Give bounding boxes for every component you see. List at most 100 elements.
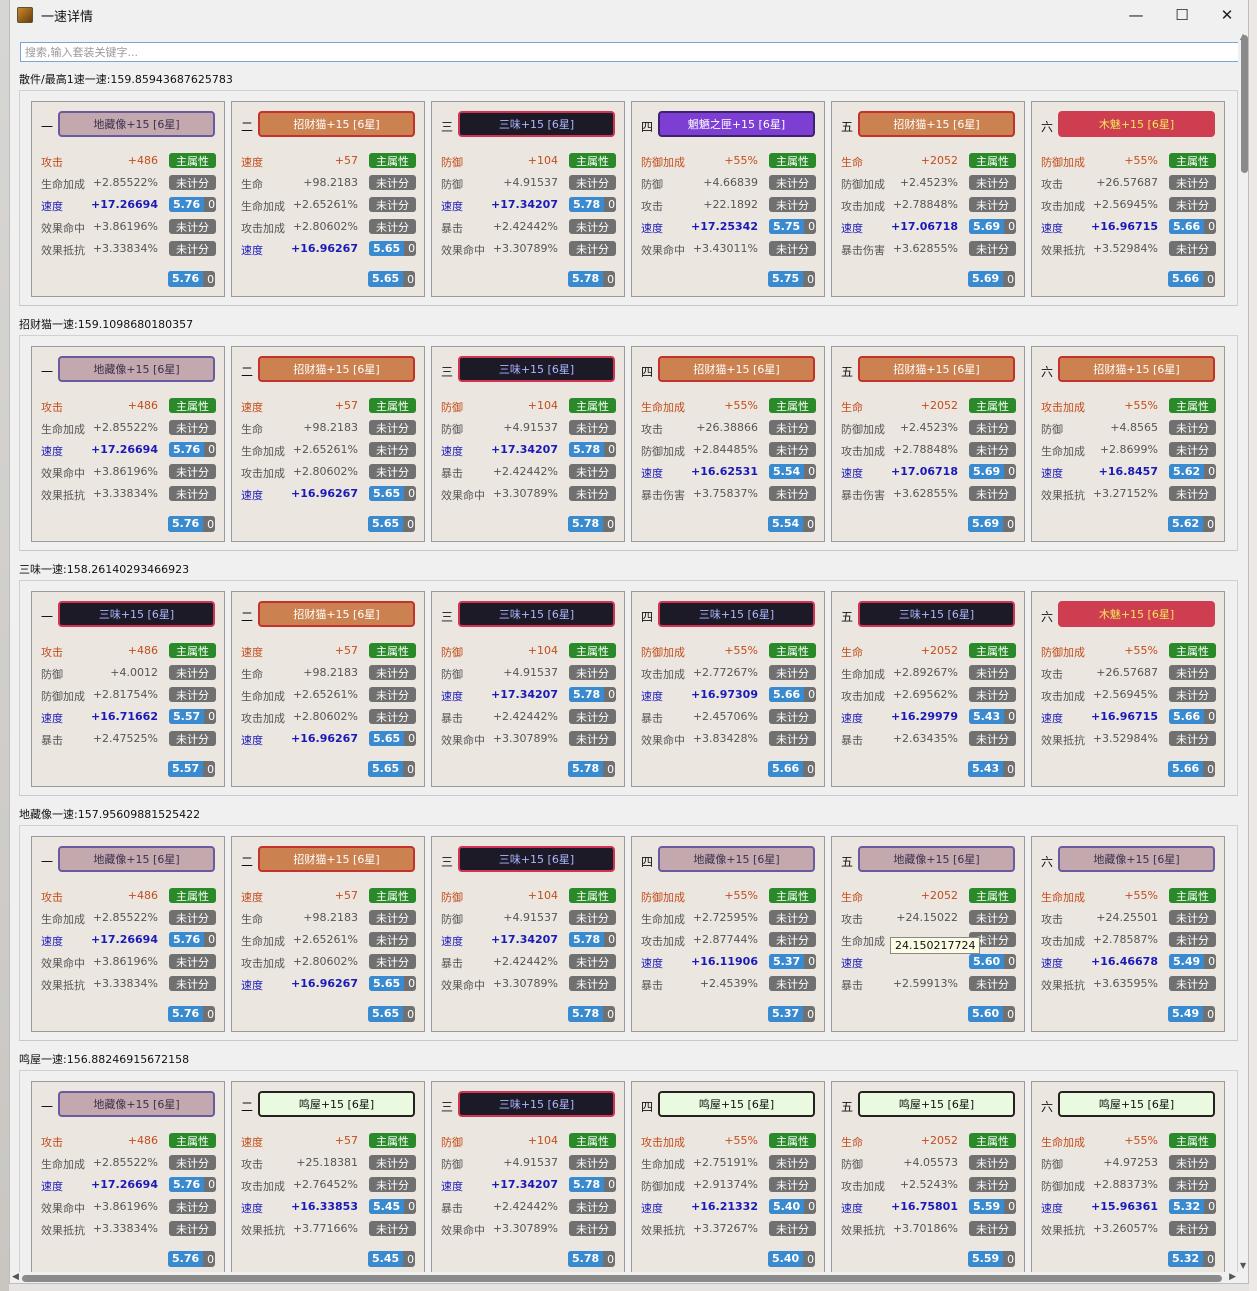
stat-value: +3.83428%: [692, 732, 758, 745]
soul-card[interactable]: 二招财猫+15 [6星] 速度 +57 主属性 生命 +98.2183 未计分 生命加成 +2.…: [231, 101, 425, 297]
unscored-tag: 未计分: [1169, 976, 1216, 991]
zero-count: 0: [208, 933, 216, 946]
soul-card[interactable]: 六地藏像+15 [6星] 生命加成 +55% 主属性 攻击 +24.25501 未计分 攻击加…: [1031, 836, 1225, 1032]
vertical-scrollbar[interactable]: ▲ ▼: [1238, 30, 1248, 1272]
card-total-score: 5.59 0: [968, 1251, 1015, 1267]
soul-card[interactable]: 五地藏像+15 [6星] 生命 +2052 主属性 攻击 +24.15022 未计分 生命加成…: [831, 836, 1025, 1032]
unscored-tag: 未计分: [969, 932, 1016, 947]
unscored-tag: 未计分: [369, 1221, 416, 1236]
minimize-button[interactable]: —: [1128, 6, 1144, 24]
soul-card[interactable]: 六鸣屋+15 [6星] 生命加成 +55% 主属性 防御 +4.97253 未计分 防御加成 +…: [1031, 1081, 1225, 1272]
set-badge: 招财猫+15 [6星]: [658, 356, 815, 382]
soul-card[interactable]: 六招财猫+15 [6星] 攻击加成 +55% 主属性 防御 +4.8565 未计分 生命加成 +…: [1031, 346, 1225, 542]
zero-count: 0: [1207, 517, 1215, 531]
soul-card[interactable]: 一地藏像+15 [6星] 攻击 +486 主属性 生命加成 +2.85522% 未计分 速度 +…: [31, 101, 225, 297]
soul-card[interactable]: 三三味+15 [6星] 防御 +104 主属性 防御 +4.91537 未计分 速度 +17.3…: [431, 1081, 625, 1272]
vertical-scroll-thumb[interactable]: [1241, 35, 1248, 173]
stat-name: 生命加成: [641, 401, 685, 414]
stat-row: 效果命中 +3.30789% 未计分: [441, 241, 616, 257]
unscored-tag: 未计分: [969, 442, 1016, 457]
speed-score: 5.76: [169, 1177, 205, 1192]
stat-name: 暴击: [41, 734, 63, 747]
soul-card[interactable]: 六木魅+15 [6星] 防御加成 +55% 主属性 攻击 +26.57687 未计分 攻击加成…: [1031, 101, 1225, 297]
stat-value: +104: [527, 154, 558, 167]
stat-row: 暴击 +2.42442% 未计分: [441, 1199, 616, 1215]
soul-card[interactable]: 五招财猫+15 [6星] 生命 +2052 主属性 防御加成 +2.4523% 未计分 攻击加…: [831, 101, 1025, 297]
soul-card[interactable]: 五鸣屋+15 [6星] 生命 +2052 主属性 防御 +4.05573 未计分 攻击加成 +2…: [831, 1081, 1025, 1272]
soul-card[interactable]: 六木魅+15 [6星] 防御加成 +55% 主属性 攻击 +26.57687 未计分 攻击加成…: [1031, 591, 1225, 787]
soul-card[interactable]: 二招财猫+15 [6星] 速度 +57 主属性 生命 +98.2183 未计分 生命加成 +2.…: [231, 836, 425, 1032]
stat-name: 暴击: [441, 957, 463, 970]
main-stat-tag: 主属性: [769, 153, 816, 168]
horizontal-scroll-thumb[interactable]: [22, 1275, 1222, 1282]
zero-count: 0: [807, 517, 815, 531]
stat-row: 防御加成 +55% 主属性: [641, 888, 816, 904]
search-input[interactable]: [20, 42, 1240, 62]
speed-score-tag: 5.76 0: [169, 932, 216, 947]
maximize-button[interactable]: ☐: [1175, 6, 1189, 24]
unscored-tag: 未计分: [169, 665, 216, 680]
main-stat-tag: 主属性: [1169, 1133, 1216, 1148]
stat-value: +55%: [724, 1134, 758, 1147]
soul-card[interactable]: 三三味+15 [6星] 防御 +104 主属性 防御 +4.91537 未计分 速度 +17.3…: [431, 836, 625, 1032]
unscored-tag: 未计分: [969, 731, 1016, 746]
stat-row: 攻击加成 +2.80602% 未计分: [241, 709, 416, 725]
stat-value: +16.71662: [91, 710, 158, 723]
set-badge: 地藏像+15 [6星]: [858, 846, 1015, 872]
soul-card[interactable]: 四地藏像+15 [6星] 防御加成 +55% 主属性 生命加成 +2.72595% 未计分攻…: [631, 836, 825, 1032]
unscored-tag: 未计分: [569, 731, 616, 746]
stat-value: +22.1892: [703, 198, 758, 211]
main-stat-tag: 主属性: [769, 1133, 816, 1148]
soul-card[interactable]: 一地藏像+15 [6星] 攻击 +486 主属性 生命加成 +2.85522% 未计分 速度 +…: [31, 836, 225, 1032]
section-box: 一三味+15 [6星] 攻击 +486 主属性 防御 +4.0012 未计分 防御加成 +2.8…: [19, 580, 1238, 796]
stat-row: 速度 +16.21332 5.40 0: [641, 1199, 816, 1215]
card-total-score: 5.32 0: [1168, 1251, 1215, 1267]
speed-score: 5.37: [769, 954, 805, 969]
title-bar[interactable]: 一速详情 — ☐ ✕: [10, 0, 1248, 30]
soul-card[interactable]: 四三味+15 [6星] 防御加成 +55% 主属性 攻击加成 +2.77267% 未计分 速度…: [631, 591, 825, 787]
speed-score-tag: 5.45 0: [369, 1199, 416, 1214]
set-badge: 三味+15 [6星]: [458, 601, 615, 627]
stat-row: 生命加成 +2.85522% 未计分: [41, 175, 216, 191]
slot-number: 六: [1041, 365, 1054, 379]
soul-card[interactable]: 一地藏像+15 [6星] 攻击 +486 主属性 生命加成 +2.85522% 未计分 速度 +…: [31, 346, 225, 542]
soul-card[interactable]: 五三味+15 [6星] 生命 +2052 主属性 生命加成 +2.89267% 未计分 攻击加…: [831, 591, 1025, 787]
soul-card[interactable]: 四招财猫+15 [6星] 生命加成 +55% 主属性 攻击 +26.38866 未计分 防御加…: [631, 346, 825, 542]
stat-row: 速度 +15.96361 5.32 0: [1041, 1199, 1216, 1215]
horizontal-scrollbar[interactable]: ◀ ▶: [10, 1272, 1238, 1283]
stat-value: +104: [527, 889, 558, 902]
stat-row: 速度 +17.26694 5.76 0: [41, 1177, 216, 1193]
speed-score: 5.78: [569, 1177, 605, 1192]
stat-name: 暴击: [641, 979, 663, 992]
soul-card[interactable]: 二招财猫+15 [6星] 速度 +57 主属性 生命 +98.2183 未计分 生命加成 +2.…: [231, 591, 425, 787]
soul-card[interactable]: 三三味+15 [6星] 防御 +104 主属性 防御 +4.91537 未计分 速度 +17.3…: [431, 346, 625, 542]
soul-card[interactable]: 一三味+15 [6星] 攻击 +486 主属性 防御 +4.0012 未计分 防御加成 +2.8…: [31, 591, 225, 787]
scroll-down-icon[interactable]: ▼: [1240, 1261, 1247, 1270]
stat-value: +2.4523%: [899, 421, 958, 434]
zero-count: 0: [1208, 955, 1216, 968]
scroll-left-icon[interactable]: ◀: [12, 1272, 19, 1282]
slot-number: 二: [241, 610, 254, 624]
close-button[interactable]: ✕: [1220, 6, 1234, 24]
card-total-score: 5.60 0: [968, 1006, 1015, 1022]
stat-row: 攻击加成 +2.78848% 未计分: [841, 442, 1016, 458]
stat-row: 生命 +98.2183 未计分: [241, 665, 416, 681]
soul-card[interactable]: 四魍魉之匣+15 [6星] 防御加成 +55% 主属性 防御 +4.66839 未计分 攻击 +…: [631, 101, 825, 297]
soul-card[interactable]: 五招财猫+15 [6星] 生命 +2052 主属性 防御加成 +2.4523% 未计分 攻击加…: [831, 346, 1025, 542]
soul-card[interactable]: 二招财猫+15 [6星] 速度 +57 主属性 生命 +98.2183 未计分 生命加成 +2.…: [231, 346, 425, 542]
soul-card[interactable]: 四鸣屋+15 [6星] 攻击加成 +55% 主属性 生命加成 +2.75191% 未计分 防御…: [631, 1081, 825, 1272]
scroll-right-icon[interactable]: ▶: [1229, 1272, 1236, 1282]
stat-value: +2052: [920, 1134, 958, 1147]
soul-card[interactable]: 二鸣屋+15 [6星] 速度 +57 主属性 攻击 +25.18381 未计分 攻击加成 +2.…: [231, 1081, 425, 1272]
stat-name: 效果抵抗: [41, 489, 85, 502]
soul-card[interactable]: 一地藏像+15 [6星] 攻击 +486 主属性 生命加成 +2.85522% 未计分 速度 +…: [31, 1081, 225, 1272]
stat-name: 效果抵抗: [1041, 489, 1085, 502]
total-speed-score: 5.49: [1168, 1006, 1204, 1022]
stat-value: +17.25342: [691, 220, 758, 233]
set-badge: 鸣屋+15 [6星]: [258, 1091, 415, 1117]
unscored-tag: 未计分: [1169, 197, 1216, 212]
stat-name: 速度: [441, 200, 463, 213]
soul-card[interactable]: 三三味+15 [6星] 防御 +104 主属性 防御 +4.91537 未计分 速度 +17.3…: [431, 101, 625, 297]
soul-card[interactable]: 三三味+15 [6星] 防御 +104 主属性 防御 +4.91537 未计分 速度 +17.3…: [431, 591, 625, 787]
stat-row: 防御加成 +55% 主属性: [1041, 643, 1216, 659]
